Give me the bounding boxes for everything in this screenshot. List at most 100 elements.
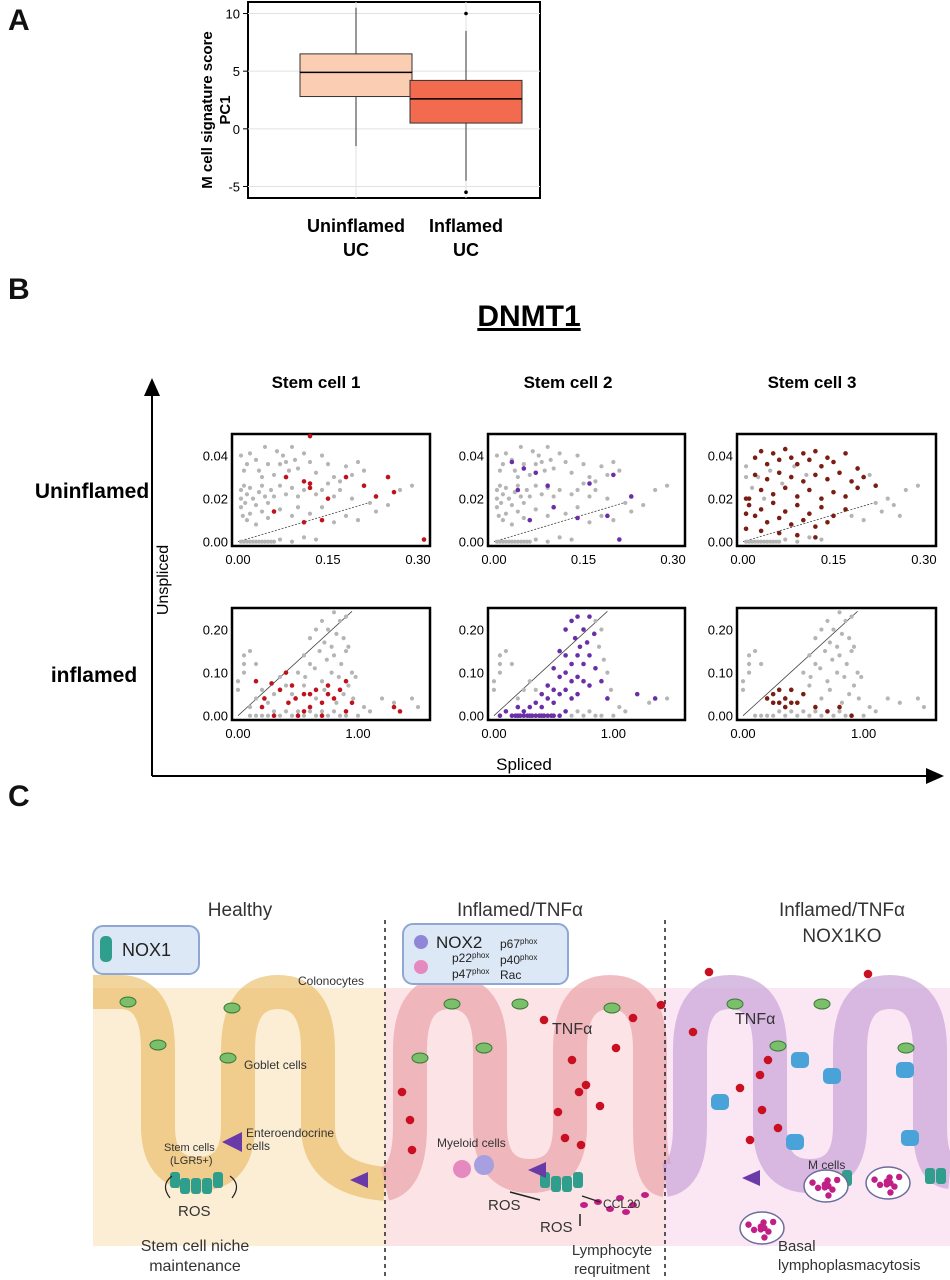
scatter-point-background: [244, 539, 250, 544]
scatter-point-background: [847, 636, 852, 641]
scatter-point-background: [367, 709, 373, 714]
scatter-point-background: [238, 487, 244, 493]
scatter-point-background: [253, 457, 259, 462]
scatter-point-highlight: [277, 687, 283, 693]
scatter-point-highlight: [551, 700, 556, 706]
scatter-point-background: [503, 539, 509, 544]
scatter-point-background: [491, 679, 497, 684]
box-plot-y-label-line1: M cell signature score: [199, 31, 216, 189]
scatter-point-highlight: [319, 713, 325, 718]
scatter-point-background: [593, 487, 598, 493]
scatter-point-background: [515, 539, 520, 544]
stem-cell: [180, 1178, 190, 1194]
scatter-point-background: [581, 713, 586, 718]
scatter-point-background: [494, 539, 500, 544]
scatter-point-background: [353, 674, 358, 680]
stem-cell: [573, 1172, 583, 1188]
scatter-point-background: [247, 451, 253, 456]
scatter-point-background: [545, 539, 550, 544]
scatter-frame: [486, 432, 687, 548]
scatter-point-highlight: [807, 457, 812, 463]
scatter-point-highlight: [825, 520, 830, 525]
scatter-point-highlight: [801, 479, 806, 484]
scatter-point-background: [313, 537, 319, 542]
scatter-point-background: [818, 666, 823, 671]
p67-sup: phox: [520, 937, 537, 946]
scatter-point-background: [271, 494, 277, 499]
col-title-stem3: Stem cell 3: [768, 373, 857, 392]
scatter-point-highlight: [259, 704, 265, 710]
scatter-point-background: [319, 453, 325, 458]
stem-cell: [202, 1178, 212, 1194]
steady-state-line: [493, 501, 626, 543]
group-label-inflamed-line1: Inflamed: [429, 216, 503, 236]
m-cell: [786, 1134, 804, 1150]
box-plot: M cell signature score PC1 10 5 0 -5 Uninfl…: [199, 1, 541, 260]
nox1-cell-icon: [100, 936, 112, 962]
stem-cell: [170, 1172, 180, 1188]
tnf-alpha-molecule: [611, 1043, 621, 1053]
scatter-point-highlight: [307, 485, 313, 491]
scatter-point-background: [807, 713, 812, 718]
scatter-point-background: [759, 661, 764, 667]
svg-text:p67phox: p67phox: [500, 937, 537, 951]
scatter-point-background: [849, 614, 854, 619]
scatter-point-background: [509, 522, 514, 527]
myeloid-cell-icon: [414, 935, 428, 949]
scatter-frame: [735, 432, 938, 548]
scatter-point-highlight: [764, 520, 770, 525]
scatter-point-background: [885, 496, 890, 501]
scatter-point-background: [515, 474, 520, 480]
scatter-point-background: [409, 696, 415, 701]
label-colonocytes: Colonocytes: [298, 974, 364, 988]
scatter-point-background: [349, 670, 355, 675]
scatter-point-background: [762, 496, 767, 501]
scatter-panel-uninflamed-stem2: 0.04 0.02 0.00 0.00 0.15 0.30: [459, 432, 687, 567]
scatter-point-background: [313, 470, 319, 475]
goblet-cell: [603, 1002, 621, 1014]
scatter-point-highlight: [770, 451, 776, 456]
scatter-point-background: [521, 500, 526, 506]
scatter-point-background: [515, 483, 520, 488]
scatter-point-background: [813, 709, 818, 714]
scatter-point-highlight: [527, 704, 533, 710]
scatter-point-background: [807, 683, 812, 688]
scatter-point-background: [289, 444, 295, 450]
ccl20-molecule: [641, 1192, 649, 1198]
scatter-point-highlight: [873, 483, 878, 488]
scatter-point-background: [262, 494, 268, 499]
steady-state-line: [493, 611, 608, 716]
scatter-point-highlight: [307, 481, 313, 486]
scatter-point-background: [569, 713, 574, 718]
label-basal-2: lymphoplasmacytosis: [778, 1257, 921, 1274]
scatter-point-background: [301, 535, 307, 540]
scatter-point-background: [768, 468, 773, 473]
scatter-point-background: [533, 537, 538, 542]
scatter-point-background: [515, 509, 520, 514]
scatter-point-highlight: [533, 713, 539, 718]
scatter-point-highlight: [572, 635, 578, 641]
scatter-point-highlight: [752, 513, 758, 519]
scatter-point-background: [343, 648, 349, 654]
scatter-point-background: [551, 494, 556, 499]
scatter-point-background: [518, 539, 523, 544]
scatter-point-highlight: [533, 700, 539, 706]
scatter-point-background: [247, 713, 253, 718]
steady-state-line: [742, 611, 858, 716]
scatter-point-highlight: [521, 709, 527, 714]
scatter-point-background: [518, 444, 523, 450]
tnf-alpha-molecule: [688, 1027, 698, 1037]
scatter-point-background: [581, 481, 586, 486]
scatter-point-background: [373, 509, 379, 514]
scatter-x-tick-label: 1.00: [851, 726, 876, 741]
scatter-point-highlight: [515, 704, 521, 710]
scatter-point-highlight: [557, 713, 562, 718]
label-enteroendocrine-2: cells: [246, 1139, 270, 1153]
scatter-point-background: [533, 687, 538, 692]
scatter-y-tick-label: 0.00: [459, 535, 484, 550]
scatter-frame: [230, 432, 432, 548]
plasma-cell: [824, 1177, 831, 1184]
scatter-point-background: [629, 509, 634, 514]
box-y-tick-label: 5: [233, 64, 240, 79]
scatter-point-background: [563, 459, 568, 465]
